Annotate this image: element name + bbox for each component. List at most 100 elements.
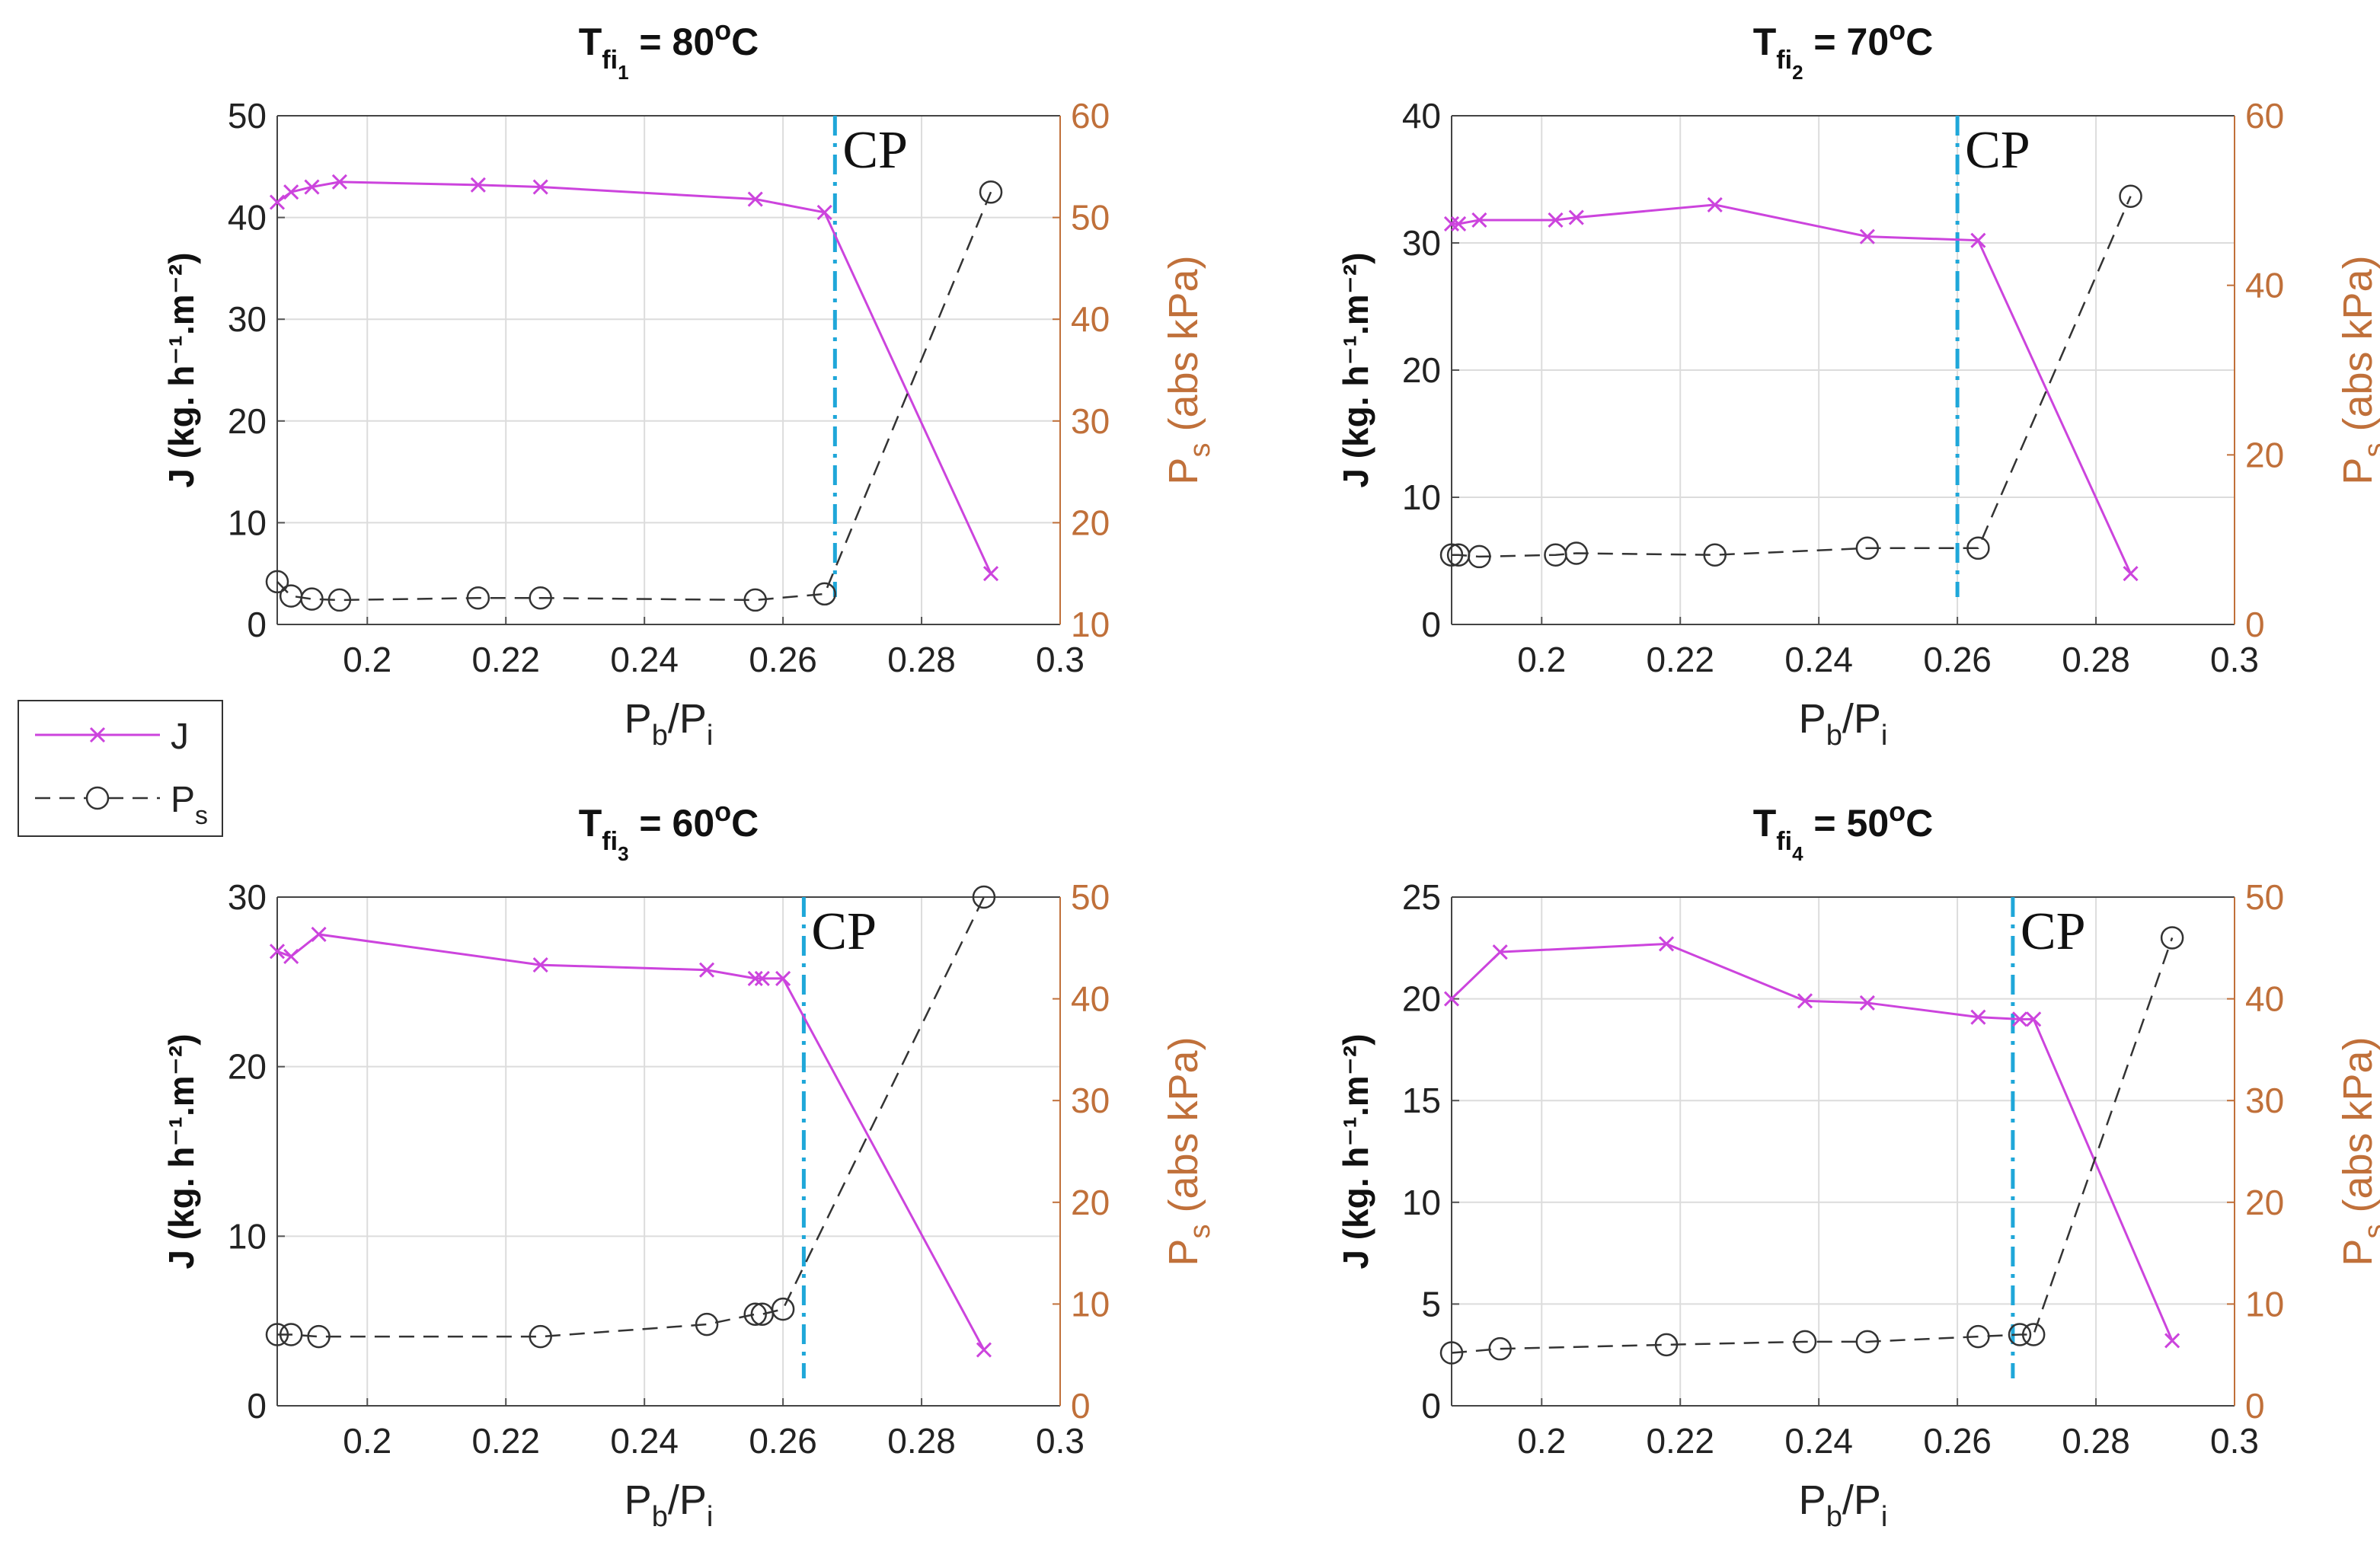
- cp-label: CP: [842, 121, 908, 180]
- y2-tick-label: 40: [1071, 299, 1110, 339]
- y-tick-label: 0: [247, 1386, 267, 1426]
- y-tick-label: 0: [247, 605, 267, 644]
- title-prefix: T: [1753, 802, 1777, 845]
- y2-axis-label: Ps (abs kPa): [2335, 1036, 2380, 1266]
- x-tick-label: 0.22: [471, 640, 540, 679]
- y2-tick-label: 20: [1071, 1183, 1110, 1222]
- y-tick-label: 40: [1402, 96, 1441, 136]
- y-tick-label: 20: [1402, 979, 1441, 1019]
- title-sub: fi: [1776, 46, 1792, 75]
- y2-tick-label: 20: [1071, 503, 1110, 542]
- x-tick-label: 0.26: [749, 640, 817, 679]
- y2label-sub: s: [2359, 443, 2380, 458]
- y2-tick-label: 50: [1071, 877, 1110, 917]
- x-tick-label: 0.28: [887, 1421, 956, 1461]
- chart-title: Tfi3 = 60oC: [579, 796, 759, 865]
- xlabel-sub1: b: [1826, 1501, 1842, 1533]
- title-prefix: T: [1753, 21, 1777, 63]
- x-tick-label: 0.3: [2210, 640, 2259, 679]
- title-sub: fi: [602, 827, 618, 856]
- x-tick-label: 0.2: [343, 640, 391, 679]
- y2-axis-label: Ps (abs kPa): [2335, 255, 2380, 484]
- title-value: = 60: [629, 802, 715, 845]
- y2-tick-label: 30: [2245, 1081, 2284, 1120]
- x-tick-label: 0.22: [471, 1421, 540, 1461]
- legend-label-j: J: [171, 717, 189, 757]
- y2-tick-label: 10: [1071, 605, 1110, 644]
- xlabel-sub1: b: [1826, 720, 1842, 752]
- x-tick-label: 0.3: [2210, 1421, 2259, 1461]
- y2-tick-label: 10: [2245, 1284, 2284, 1324]
- y2label-rest: (abs kPa): [2335, 1036, 2380, 1224]
- y2label-main: P: [1161, 1239, 1206, 1266]
- x-axis-label: Pb/Pi: [625, 696, 714, 752]
- y2label-sub: s: [1184, 1225, 1216, 1239]
- xlabel-sep: /P: [1842, 1477, 1881, 1523]
- y2-tick-label: 50: [2245, 877, 2284, 917]
- y2label-main: P: [2335, 458, 2380, 485]
- x-tick-label: 0.22: [1646, 1421, 1714, 1461]
- y-tick-label: 0: [1421, 1386, 1441, 1426]
- xlabel-main: P: [625, 696, 652, 742]
- cp-label: CP: [811, 902, 877, 961]
- x-tick-label: 0.24: [1784, 640, 1853, 679]
- xlabel-sub2: i: [707, 720, 713, 752]
- y2label-main: P: [2335, 1239, 2380, 1266]
- x-tick-label: 0.3: [1036, 640, 1085, 679]
- y-tick-label: 50: [228, 96, 267, 136]
- x-tick-label: 0.26: [749, 1421, 817, 1461]
- title-sub: fi: [602, 46, 618, 75]
- y2-axis-label: Ps (abs kPa): [1161, 255, 1216, 484]
- y2-tick-label: 50: [1071, 198, 1110, 238]
- y2-tick-label: 0: [2245, 605, 2265, 644]
- x-axis-label: Pb/Pi: [1799, 696, 1888, 752]
- title-sup: o: [1889, 14, 1906, 46]
- title-value: = 50: [1803, 802, 1890, 845]
- y-axis-label: J (kg. h⁻¹.m⁻²): [161, 252, 201, 487]
- xlabel-sep: /P: [668, 696, 707, 742]
- y-tick-label: 10: [228, 503, 267, 542]
- xlabel-sub2: i: [1881, 1501, 1887, 1533]
- y2-tick-label: 40: [2245, 979, 2284, 1019]
- title-subsub: 1: [618, 61, 628, 84]
- xlabel-sep: /P: [1842, 696, 1881, 742]
- y2-tick-label: 60: [1071, 96, 1110, 136]
- chart-title: Tfi2 = 70oC: [1753, 14, 1934, 84]
- x-tick-label: 0.24: [610, 640, 679, 679]
- title-sub: fi: [1776, 827, 1792, 856]
- chart-title: Tfi4 = 50oC: [1753, 796, 1934, 865]
- figure-canvas: JPs 0.2 0.22 0.24 0.26 0.28 0.301020304050102…: [0, 0, 2380, 1552]
- y-tick-label: 30: [228, 299, 267, 339]
- title-unit: C: [1906, 21, 1933, 63]
- title-prefix: T: [579, 802, 602, 845]
- x-tick-label: 0.24: [1784, 1421, 1853, 1461]
- title-unit: C: [1906, 802, 1933, 845]
- y-tick-label: 0: [1421, 605, 1441, 644]
- x-tick-label: 0.28: [2062, 1421, 2130, 1461]
- y2-tick-label: 20: [2245, 1183, 2284, 1222]
- y2-tick-label: 0: [1071, 1386, 1091, 1426]
- chart-panel-2: 0.2 0.22 0.24 0.26 0.28 0.30102030400204060CP…: [1336, 14, 2380, 752]
- x-tick-label: 0.3: [1036, 1421, 1085, 1461]
- y2label-main: P: [1161, 458, 1206, 485]
- y2-axis-label: Ps (abs kPa): [1161, 1036, 1216, 1266]
- y2-tick-label: 20: [2245, 435, 2284, 474]
- plot-area: [1452, 897, 2235, 1406]
- xlabel-main: P: [1799, 1477, 1826, 1523]
- xlabel-main: P: [1799, 696, 1826, 742]
- chart-panel-1: 0.2 0.22 0.24 0.26 0.28 0.3010203040501020304…: [161, 14, 1216, 752]
- x-axis-label: Pb/Pi: [1799, 1477, 1888, 1533]
- y-tick-label: 10: [1402, 1183, 1441, 1222]
- title-sup: o: [1889, 796, 1906, 827]
- y-axis-label: J (kg. h⁻¹.m⁻²): [161, 1033, 201, 1269]
- y-axis-label: J (kg. h⁻¹.m⁻²): [1336, 1033, 1375, 1269]
- x-tick-label: 0.2: [343, 1421, 391, 1461]
- y-tick-label: 20: [1402, 350, 1441, 390]
- y-axis-label: J (kg. h⁻¹.m⁻²): [1336, 252, 1375, 487]
- y2-tick-label: 10: [1071, 1284, 1110, 1324]
- xlabel-sub1: b: [652, 720, 668, 752]
- legend: JPs: [18, 701, 222, 836]
- x-tick-label: 0.26: [1923, 640, 1992, 679]
- x-tick-label: 0.26: [1923, 1421, 1992, 1461]
- x-tick-label: 0.24: [610, 1421, 679, 1461]
